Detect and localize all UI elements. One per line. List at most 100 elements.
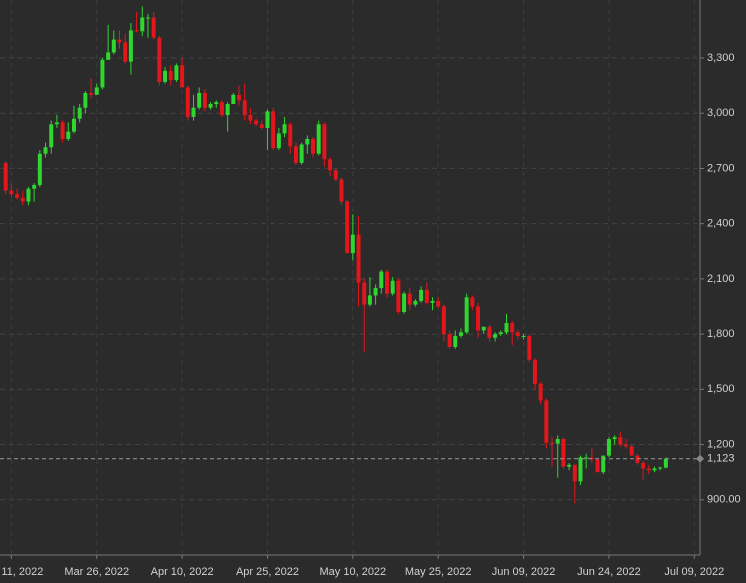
candle-body: [641, 462, 646, 469]
candle-body: [367, 295, 372, 305]
candle-body: [402, 293, 407, 313]
candle-body: [390, 280, 395, 294]
candle-body: [322, 124, 327, 160]
candle-body: [419, 289, 424, 301]
candle-body: [54, 122, 59, 125]
x-tick-label: Mar 11, 2022: [0, 566, 43, 578]
candle-body: [561, 439, 566, 467]
candle-body: [100, 59, 105, 88]
candle-body: [77, 107, 82, 119]
x-tick-label: Mar 26, 2022: [64, 566, 129, 578]
last-price-marker: [696, 454, 704, 463]
x-tick-label: May 25, 2022: [405, 566, 472, 578]
candle-body: [635, 455, 640, 463]
candle-body: [94, 87, 99, 95]
candle-body: [652, 468, 657, 471]
y-tick-label: 1,800: [707, 328, 735, 340]
candle-body: [601, 455, 606, 473]
candle-body: [476, 306, 481, 331]
candle-body: [555, 439, 560, 444]
candle-body: [185, 87, 190, 117]
candle-body: [362, 282, 367, 305]
candle-body: [333, 170, 338, 180]
candle-body: [214, 102, 219, 105]
candle-body: [265, 111, 270, 128]
candle-body: [481, 326, 486, 331]
candle-body: [629, 446, 634, 456]
y-tick-label: 2,100: [707, 273, 735, 285]
candle-body: [202, 92, 207, 108]
candle-body: [208, 104, 213, 108]
candle-body: [424, 289, 429, 303]
candle-body: [299, 144, 304, 163]
candle-body: [646, 468, 651, 471]
candle-body: [66, 131, 71, 139]
candle-body: [453, 335, 458, 347]
candle-body: [339, 179, 344, 202]
candle-body: [242, 100, 247, 116]
candle-body: [498, 332, 503, 335]
candle-body: [311, 138, 315, 154]
candle-body: [532, 359, 537, 384]
last-price-label: 1,123: [707, 453, 735, 465]
candle-body: [515, 332, 520, 336]
candle-body: [385, 271, 389, 294]
candle-body: [3, 162, 8, 191]
candle-body: [493, 334, 498, 338]
candle-body: [345, 201, 350, 254]
candle-body: [606, 439, 611, 456]
candle-body: [174, 65, 179, 81]
candle-body: [567, 464, 572, 467]
candle-body: [288, 124, 293, 147]
candle-body: [663, 458, 668, 468]
candle-body: [134, 30, 139, 32]
candle-body: [151, 17, 156, 38]
candle-body: [197, 92, 202, 108]
y-tick-label: 1,200: [707, 438, 735, 450]
x-tick-label: Jun 24, 2022: [577, 566, 641, 578]
x-tick-label: May 10, 2022: [320, 566, 387, 578]
candle-body: [487, 326, 492, 338]
x-tick-label: Apr 10, 2022: [151, 566, 214, 578]
candle-body: [458, 332, 463, 336]
candle-body: [15, 194, 20, 198]
candle-body: [441, 306, 446, 335]
candle-body: [225, 104, 230, 116]
candle-body: [373, 288, 378, 296]
candle-body: [140, 17, 145, 32]
candle-body: [157, 37, 162, 82]
candle-body: [293, 146, 298, 163]
y-tick-label: 3,000: [707, 107, 735, 119]
candle-body: [123, 42, 128, 62]
candle-body: [624, 444, 629, 447]
candle-body: [248, 115, 253, 121]
candle-body: [43, 147, 48, 154]
y-tick-label: 2,700: [707, 162, 735, 174]
candle-body: [544, 400, 549, 443]
candle-body: [26, 188, 31, 202]
candle-body: [117, 39, 122, 43]
candle-body: [350, 234, 355, 254]
candle-body: [447, 334, 452, 347]
candle-body: [407, 293, 412, 305]
candle-body: [128, 30, 133, 62]
candle-body: [578, 457, 583, 482]
candle-body: [276, 133, 281, 149]
y-tick-label: 3,300: [707, 52, 735, 64]
candle-body: [328, 159, 333, 171]
candle-body: [282, 124, 287, 134]
candle-body: [538, 383, 543, 401]
candle-body: [145, 17, 150, 19]
candle-body: [111, 39, 116, 53]
y-tick-label: 2,400: [707, 218, 735, 230]
candle-body: [527, 335, 532, 360]
candle-body: [259, 124, 264, 128]
candle-body: [572, 464, 577, 482]
y-tick-label: 900.00: [707, 494, 741, 506]
candle-body: [89, 92, 94, 95]
candle-body: [60, 122, 65, 139]
candle-body: [20, 197, 25, 202]
candle-body: [658, 467, 663, 469]
